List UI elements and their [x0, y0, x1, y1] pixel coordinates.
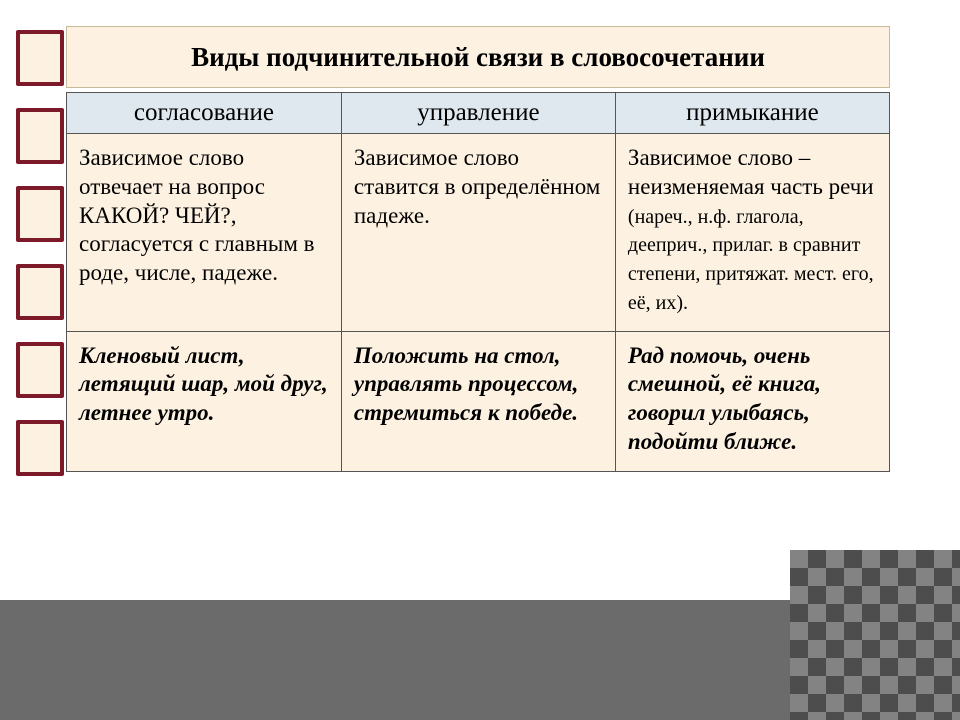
ex-agreement: Кленовый лист, летящий шар, мой друг, ле… — [67, 331, 342, 471]
left-decor-stack — [16, 30, 64, 550]
decor-box — [16, 30, 64, 86]
slide-title-text: Виды подчинительной связи в словосочетан… — [191, 42, 765, 73]
grammar-table: согласование управление примыкание Завис… — [66, 92, 890, 472]
background-diamond-pattern — [790, 550, 960, 720]
def-adjoining-lead: Зависимое слово – неизменяемая часть реч… — [628, 145, 874, 199]
def-government: Зависимое слово ставится в определённом … — [341, 134, 615, 332]
decor-box — [16, 264, 64, 320]
slide-title: Виды подчинительной связи в словосочетан… — [66, 26, 890, 88]
decor-box — [16, 186, 64, 242]
decor-box — [16, 420, 64, 476]
definition-row: Зависимое слово отвечает на вопрос КАКОЙ… — [67, 134, 890, 332]
ex-government: Положить на стол, управлять процессом, с… — [341, 331, 615, 471]
col-header-agreement: согласование — [67, 93, 342, 134]
def-adjoining: Зависимое слово – неизменяемая часть реч… — [615, 134, 889, 332]
ex-adjoining: Рад помочь, очень смешной, её книга, гов… — [615, 331, 889, 471]
def-adjoining-paren: (нареч., н.ф. глагола, дееприч., прилаг.… — [628, 206, 874, 314]
col-header-government: управление — [341, 93, 615, 134]
decor-box — [16, 342, 64, 398]
example-row: Кленовый лист, летящий шар, мой друг, ле… — [67, 331, 890, 471]
def-agreement: Зависимое слово отвечает на вопрос КАКОЙ… — [67, 134, 342, 332]
decor-box — [16, 108, 64, 164]
col-header-adjoining: примыкание — [615, 93, 889, 134]
